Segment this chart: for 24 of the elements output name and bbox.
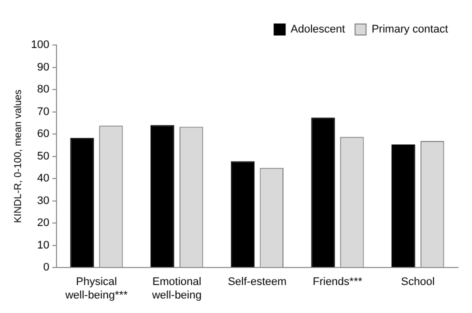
y-axis-title: KINDL-R, 0-100, mean values [12,90,24,224]
y-tick-label: 10 [37,239,50,252]
y-tick-label: 50 [37,150,50,162]
bar [311,118,335,268]
x-tick-label: Self-esteem [228,276,287,288]
y-tick-label: 30 [37,194,50,207]
x-tick-label: Friends*** [312,276,363,288]
y-tick-label: 40 [37,172,50,185]
y-tick-label: 60 [37,128,50,140]
y-tick-label: 20 [37,217,50,230]
bar [70,138,94,268]
y-tick-label: 70 [37,106,50,118]
x-tick-label: Physical well-being*** [64,276,128,302]
legend-label: Primary contact [372,24,448,36]
y-tick-label: 100 [30,39,50,52]
y-tick-label: 0 [43,262,50,274]
bar [230,161,255,268]
x-tick-label: School [401,276,435,288]
y-tick-label: 90 [37,61,50,74]
y-tick-label: 80 [37,84,50,96]
bar [392,144,416,268]
x-tick-label: Emotional well-being [151,276,202,302]
legend-label: Adolescent [290,24,346,36]
bar [150,125,174,268]
